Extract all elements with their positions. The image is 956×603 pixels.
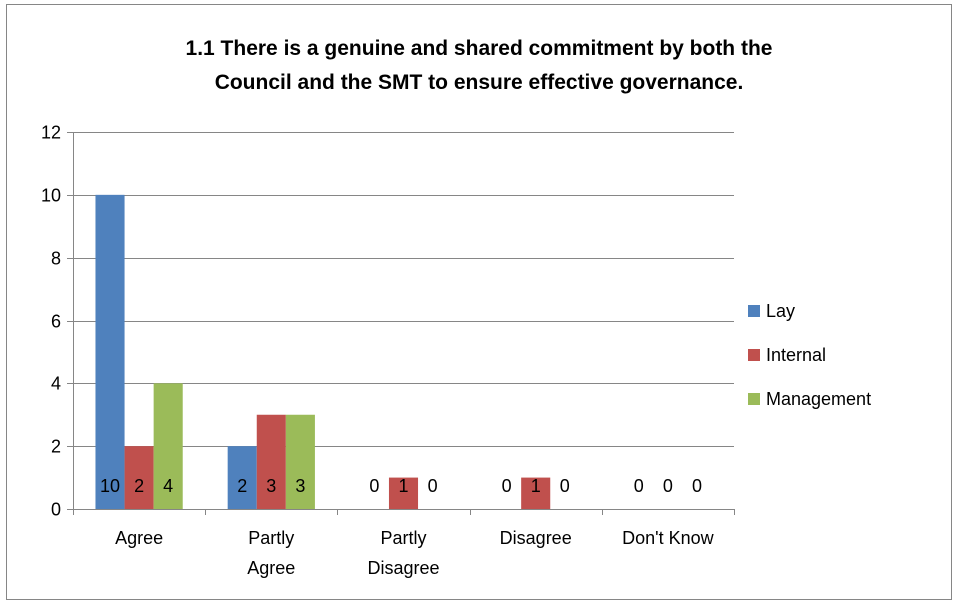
data-label: 3 xyxy=(295,476,305,496)
data-label: 0 xyxy=(369,476,379,496)
data-labels: 10 2 4 2 3 3 0 1 0 0 1 0 0 0 0 xyxy=(100,476,702,496)
legend-label-management: Management xyxy=(766,389,871,409)
x-tick-label: Partly Disagree xyxy=(367,528,439,578)
legend-label-internal: Internal xyxy=(766,345,826,365)
bar-lay xyxy=(95,194,125,510)
bar-internal xyxy=(521,477,551,509)
chart-title-line-2: Council and the SMT to ensure effective … xyxy=(215,71,744,94)
legend: Lay Internal Management xyxy=(748,301,871,409)
bar-lay xyxy=(227,446,257,509)
data-label: 4 xyxy=(163,476,173,496)
bar-internal xyxy=(124,446,154,509)
data-label: 10 xyxy=(100,476,120,496)
x-tick-label: Partly Agree xyxy=(247,528,295,578)
bar-management xyxy=(285,414,315,509)
y-tick-label: 0 xyxy=(51,500,61,520)
bar-internal xyxy=(388,477,419,509)
x-tick-label: Disagree xyxy=(500,528,572,548)
data-label: 0 xyxy=(428,476,438,496)
data-label: 2 xyxy=(134,476,144,496)
legend-swatch-internal xyxy=(748,349,760,361)
data-label: 0 xyxy=(502,476,512,496)
bars xyxy=(95,194,551,510)
data-label: 0 xyxy=(560,476,570,496)
legend-label-lay: Lay xyxy=(766,301,795,321)
x-tick-label: Don't Know xyxy=(622,528,714,548)
data-label: 2 xyxy=(237,476,247,496)
legend-swatch-lay xyxy=(748,305,760,317)
data-label: 0 xyxy=(634,476,644,496)
data-label: 1 xyxy=(531,476,541,496)
y-tick-label: 8 xyxy=(51,249,61,269)
x-tick-label: Agree xyxy=(115,528,163,548)
chart-frame: 1.1 There is a genuine and shared commit… xyxy=(6,4,952,600)
data-label: 3 xyxy=(266,476,276,496)
y-tick-label: 10 xyxy=(41,186,61,206)
data-label: 1 xyxy=(398,476,408,496)
data-label: 0 xyxy=(692,476,702,496)
y-tick-label: 4 xyxy=(51,374,61,394)
gridlines xyxy=(73,132,734,447)
chart-title-line-1: 1.1 There is a genuine and shared commit… xyxy=(186,37,773,60)
y-tick-label: 12 xyxy=(41,123,61,143)
legend-swatch-management xyxy=(748,393,760,405)
bar-internal xyxy=(256,414,286,509)
y-tick-label: 6 xyxy=(51,312,61,332)
data-label: 0 xyxy=(663,476,673,496)
bar-chart: 1.1 There is a genuine and shared commit… xyxy=(41,37,871,578)
y-tick-label: 2 xyxy=(51,437,61,457)
bar-management xyxy=(153,383,183,509)
